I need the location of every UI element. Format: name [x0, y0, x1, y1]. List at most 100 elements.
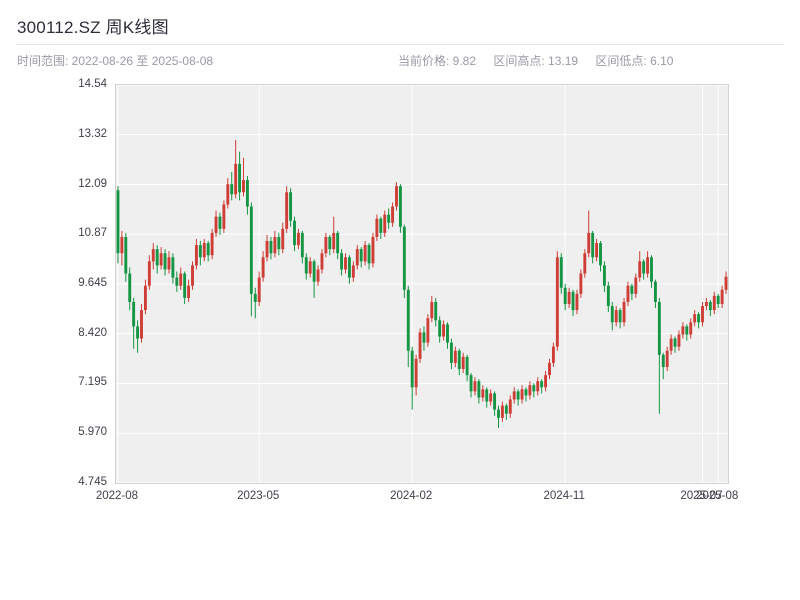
- candle-body-up: [375, 218, 379, 237]
- y-tick-label: 14.54: [78, 78, 107, 90]
- candle-body-down: [300, 232, 304, 258]
- candle-body-up: [555, 257, 559, 347]
- candle-body-up: [210, 232, 214, 256]
- candle-body-up: [351, 265, 355, 278]
- candle-body-up: [481, 389, 485, 398]
- candle-body-up: [222, 204, 226, 229]
- candle-body-up: [194, 245, 198, 266]
- candle-body-down: [657, 301, 661, 355]
- candle-body-down: [206, 243, 210, 256]
- candle-body-down: [650, 257, 653, 282]
- candle-body-down: [406, 289, 410, 351]
- candle-body-up: [575, 293, 579, 311]
- candle-body-down: [155, 249, 159, 266]
- candle-body-down: [312, 261, 316, 282]
- x-tick-label: 2024-11: [543, 490, 585, 502]
- candle-body-up: [363, 245, 367, 262]
- y-tick-label: 12.09: [78, 177, 107, 190]
- candle-body-up: [693, 314, 697, 323]
- candle-body-down: [198, 245, 202, 258]
- candle-body-down: [697, 314, 701, 323]
- candle-body-up: [191, 265, 194, 286]
- candle-body-up: [712, 295, 716, 311]
- candle-body-up: [681, 326, 685, 335]
- candle-body-up: [724, 276, 728, 290]
- candle-body-down: [559, 257, 563, 288]
- candle-body-down: [465, 356, 469, 376]
- candle-body-up: [626, 285, 630, 302]
- candle-body-down: [238, 163, 242, 193]
- range-low-label: 区间低点: 6.10: [595, 54, 674, 68]
- candle-body-down: [477, 381, 481, 398]
- candle-body-up: [316, 269, 320, 282]
- candle-body-up: [371, 236, 375, 264]
- candle-body-down: [602, 265, 606, 286]
- candle-body-up: [665, 350, 669, 367]
- candle-body-up: [187, 285, 191, 298]
- candle-body-down: [438, 320, 442, 337]
- candle-body-up: [159, 253, 163, 266]
- candle-body-down: [277, 236, 281, 250]
- candle-body-down: [673, 338, 677, 347]
- stats-group: 当前价格: 9.82 区间高点: 13.19 区间低点: 6.10: [398, 52, 687, 69]
- x-tick-label: 2025-08: [696, 490, 739, 502]
- y-tick-label: 9.645: [78, 276, 107, 289]
- candle-body-down: [410, 350, 414, 388]
- candle-body-down: [610, 306, 614, 323]
- candle-body-up: [226, 184, 230, 205]
- candle-body-down: [540, 381, 544, 388]
- range-high-label: 区间高点: 13.19: [493, 54, 579, 68]
- candle-body-up: [426, 318, 430, 343]
- candle-body-down: [532, 385, 536, 392]
- candle-body-down: [340, 253, 344, 270]
- y-tick-label: 7.195: [78, 376, 107, 389]
- candle-body-down: [571, 291, 575, 311]
- candle-body-up: [414, 358, 418, 388]
- candle-body-down: [449, 342, 453, 363]
- candle-body-up: [355, 249, 359, 266]
- candle-body-down: [606, 285, 610, 307]
- candle-body-up: [489, 393, 493, 402]
- x-tick-label: 2022-08: [95, 490, 139, 502]
- candle-body-down: [379, 218, 383, 233]
- candle-body-up: [512, 391, 516, 400]
- x-tick-label: 2023-05: [237, 490, 280, 502]
- candle-body-down: [446, 324, 449, 343]
- candle-body-up: [473, 381, 477, 392]
- candle-body-down: [599, 243, 602, 266]
- candle-body-up: [179, 273, 183, 286]
- time-range-label: 时间范围: 2022-08-26 至 2025-08-08: [17, 54, 214, 68]
- candle-body-down: [183, 273, 187, 298]
- candle-body-up: [567, 291, 571, 305]
- candle-body-down: [128, 273, 132, 302]
- current-price-label: 当前价格: 9.82: [398, 54, 477, 68]
- candle-body-up: [583, 253, 587, 274]
- candle-body-down: [661, 354, 665, 367]
- candle-body-down: [524, 389, 528, 396]
- candle-body-down: [175, 277, 179, 286]
- candle-body-down: [218, 216, 222, 229]
- candle-body-down: [434, 301, 438, 321]
- candle-body-up: [308, 261, 312, 274]
- candle-body-up: [442, 324, 446, 337]
- y-tick-label: 5.970: [78, 426, 107, 439]
- candle-body-up: [453, 350, 457, 363]
- candle-body-down: [497, 409, 500, 418]
- candle-body-up: [151, 249, 155, 262]
- candle-body-down: [398, 186, 402, 227]
- candle-body-up: [461, 356, 465, 370]
- candle-body-up: [677, 334, 681, 347]
- candle-body-down: [253, 293, 257, 302]
- candle-body-down: [304, 257, 308, 274]
- candle-body-down: [289, 192, 293, 221]
- candle-body-down: [249, 206, 253, 294]
- candle-body-up: [285, 192, 289, 229]
- x-tick-label: 2024-02: [390, 490, 433, 502]
- candle-body-up: [614, 310, 618, 323]
- candle-body-up: [646, 257, 650, 274]
- candle-body-up: [638, 261, 642, 278]
- candle-body-down: [563, 287, 567, 305]
- page-title: 300112.SZ 周K线图: [17, 18, 169, 37]
- candle-body-down: [347, 257, 351, 278]
- candle-body-down: [469, 375, 473, 392]
